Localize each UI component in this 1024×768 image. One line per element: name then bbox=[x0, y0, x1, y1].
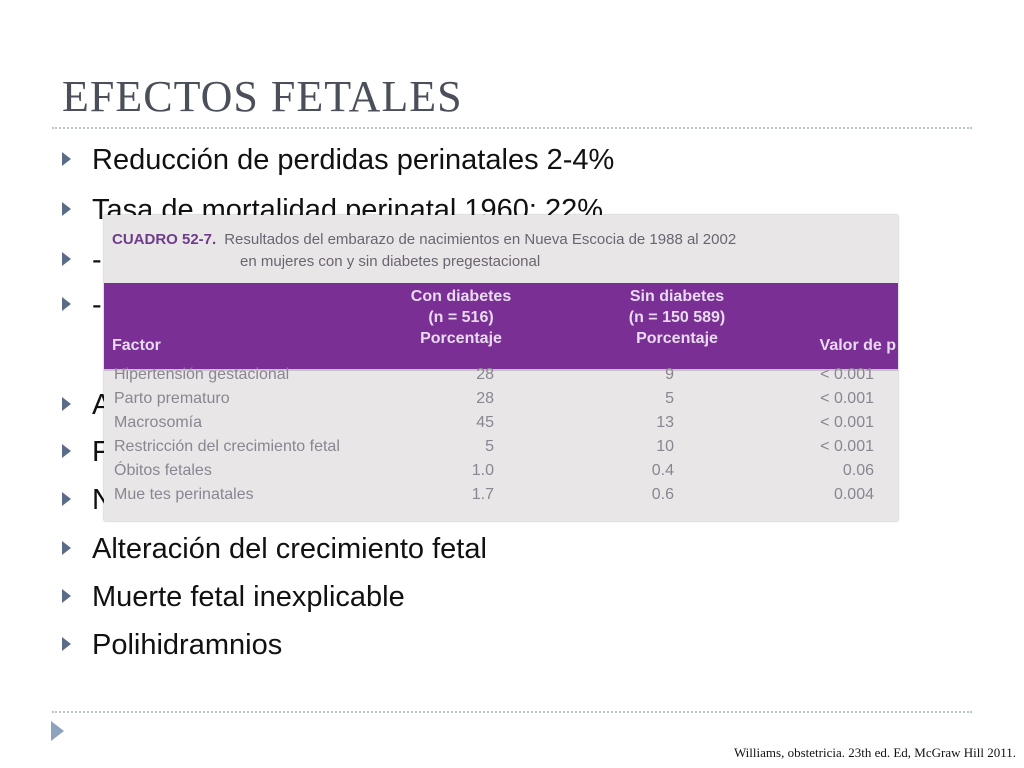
header-con-diabetes-unit: Porcentaje bbox=[420, 330, 502, 347]
table-row: Parto prematuro 28 5 < 0.001 bbox=[104, 387, 898, 411]
bullet-arrow-icon bbox=[62, 297, 71, 312]
row-factor: Macrosomía bbox=[114, 414, 203, 431]
bullet-arrow-icon bbox=[62, 202, 71, 217]
table-row: Óbitos fetales 1.0 0.4 0.06 bbox=[104, 459, 898, 483]
row-con-value: 28 bbox=[476, 366, 494, 383]
row-factor: Restricción del crecimiento fetal bbox=[114, 438, 340, 455]
row-sin-value: 5 bbox=[665, 390, 674, 407]
table-caption-label: CUADRO 52-7. bbox=[112, 231, 217, 248]
citation: Williams, obstetricia. 23th ed. Ed, McGr… bbox=[733, 745, 1016, 760]
bullet-item: Polihidramnios bbox=[62, 625, 282, 665]
header-sin-diabetes-title: Sin diabetes bbox=[629, 288, 725, 305]
table-photo: CUADRO 52-7. Resultados del embarazo de n… bbox=[104, 215, 898, 521]
header-sin-diabetes-unit: Porcentaje bbox=[636, 330, 718, 347]
table-divider bbox=[104, 369, 898, 371]
bullet-arrow-icon bbox=[62, 152, 71, 167]
next-slide-arrow-icon[interactable] bbox=[51, 721, 64, 741]
bullet-text: Alteración del crecimiento fetal bbox=[92, 533, 487, 565]
header-factor: Factor bbox=[112, 337, 161, 354]
bullet-text: - bbox=[92, 289, 102, 321]
slide-title: EFECTOS FETALES bbox=[62, 72, 463, 121]
row-sin-value: 10 bbox=[656, 438, 674, 455]
bullet-text: Reducción de perdidas perinatales 2-4% bbox=[92, 144, 615, 176]
row-p-value: < 0.001 bbox=[820, 438, 874, 455]
title-divider bbox=[52, 127, 972, 129]
bullet-text: - bbox=[92, 244, 102, 276]
row-sin-value: 9 bbox=[665, 366, 674, 383]
bullet-text: Muerte fetal inexplicable bbox=[92, 581, 405, 613]
bullet-arrow-icon bbox=[62, 637, 71, 652]
bullet-arrow-icon bbox=[62, 589, 71, 604]
row-sin-value: 0.6 bbox=[651, 486, 674, 503]
table-row: Restricción del crecimiento fetal 5 10 <… bbox=[104, 435, 898, 459]
bullet-item: - bbox=[62, 240, 102, 280]
header-con-diabetes-title: Con diabetes bbox=[410, 288, 512, 305]
bullet-arrow-icon bbox=[62, 444, 71, 459]
row-con-value: 1.7 bbox=[471, 486, 494, 503]
header-sin-diabetes-n: (n = 150 589) bbox=[628, 309, 726, 326]
bullet-arrow-icon bbox=[62, 252, 71, 267]
row-con-value: 45 bbox=[476, 414, 494, 431]
row-p-value: 0.06 bbox=[842, 462, 874, 479]
row-factor: Parto prematuro bbox=[114, 390, 230, 407]
bullet-arrow-icon bbox=[62, 492, 71, 507]
row-con-value: 28 bbox=[476, 390, 494, 407]
table-caption: CUADRO 52-7. Resultados del embarazo de n… bbox=[112, 229, 892, 270]
header-p-value: Valor de p bbox=[819, 337, 896, 354]
table-caption-line1: Resultados del embarazo de nacimientos e… bbox=[224, 231, 737, 248]
header-con-diabetes-n: (n = 516) bbox=[428, 309, 494, 326]
row-p-value: < 0.001 bbox=[820, 366, 874, 383]
row-p-value: < 0.001 bbox=[820, 390, 874, 407]
row-p-value: 0.004 bbox=[833, 486, 874, 503]
bullet-item: Muerte fetal inexplicable bbox=[62, 577, 405, 617]
table-row: Mue tes perinatales 1.7 0.6 0.004 bbox=[104, 483, 898, 507]
table-header: Factor Con diabetes (n = 516) Porcentaje… bbox=[104, 283, 898, 369]
row-factor: Óbitos fetales bbox=[114, 462, 212, 479]
header-sin-diabetes: Sin diabetes (n = 150 589) Porcentaje bbox=[582, 286, 772, 349]
footer-divider bbox=[52, 711, 972, 713]
row-con-value: 1.0 bbox=[471, 462, 494, 479]
row-sin-value: 13 bbox=[656, 414, 674, 431]
bullet-item: Alteración del crecimiento fetal bbox=[62, 529, 487, 569]
table-row: Hipertensión gestacional 28 9 < 0.001 bbox=[104, 363, 898, 387]
row-con-value: 5 bbox=[485, 438, 494, 455]
bullet-item: F bbox=[62, 432, 110, 472]
row-sin-value: 0.4 bbox=[651, 462, 674, 479]
row-factor: Hipertensión gestacional bbox=[114, 366, 290, 383]
bullet-arrow-icon bbox=[62, 541, 71, 556]
table-caption-line2: en mujeres con y sin diabetes pregestaci… bbox=[240, 253, 541, 270]
table-row: Macrosomía 45 13 < 0.001 bbox=[104, 411, 898, 435]
header-con-diabetes: Con diabetes (n = 516) Porcentaje bbox=[376, 286, 546, 349]
bullet-item: - bbox=[62, 285, 102, 325]
row-p-value: < 0.001 bbox=[820, 414, 874, 431]
bullet-text: Polihidramnios bbox=[92, 629, 283, 661]
row-factor: Mue tes perinatales bbox=[114, 486, 254, 503]
bullet-item: Reducción de perdidas perinatales 2-4% bbox=[62, 140, 614, 180]
bullet-arrow-icon bbox=[62, 397, 71, 412]
